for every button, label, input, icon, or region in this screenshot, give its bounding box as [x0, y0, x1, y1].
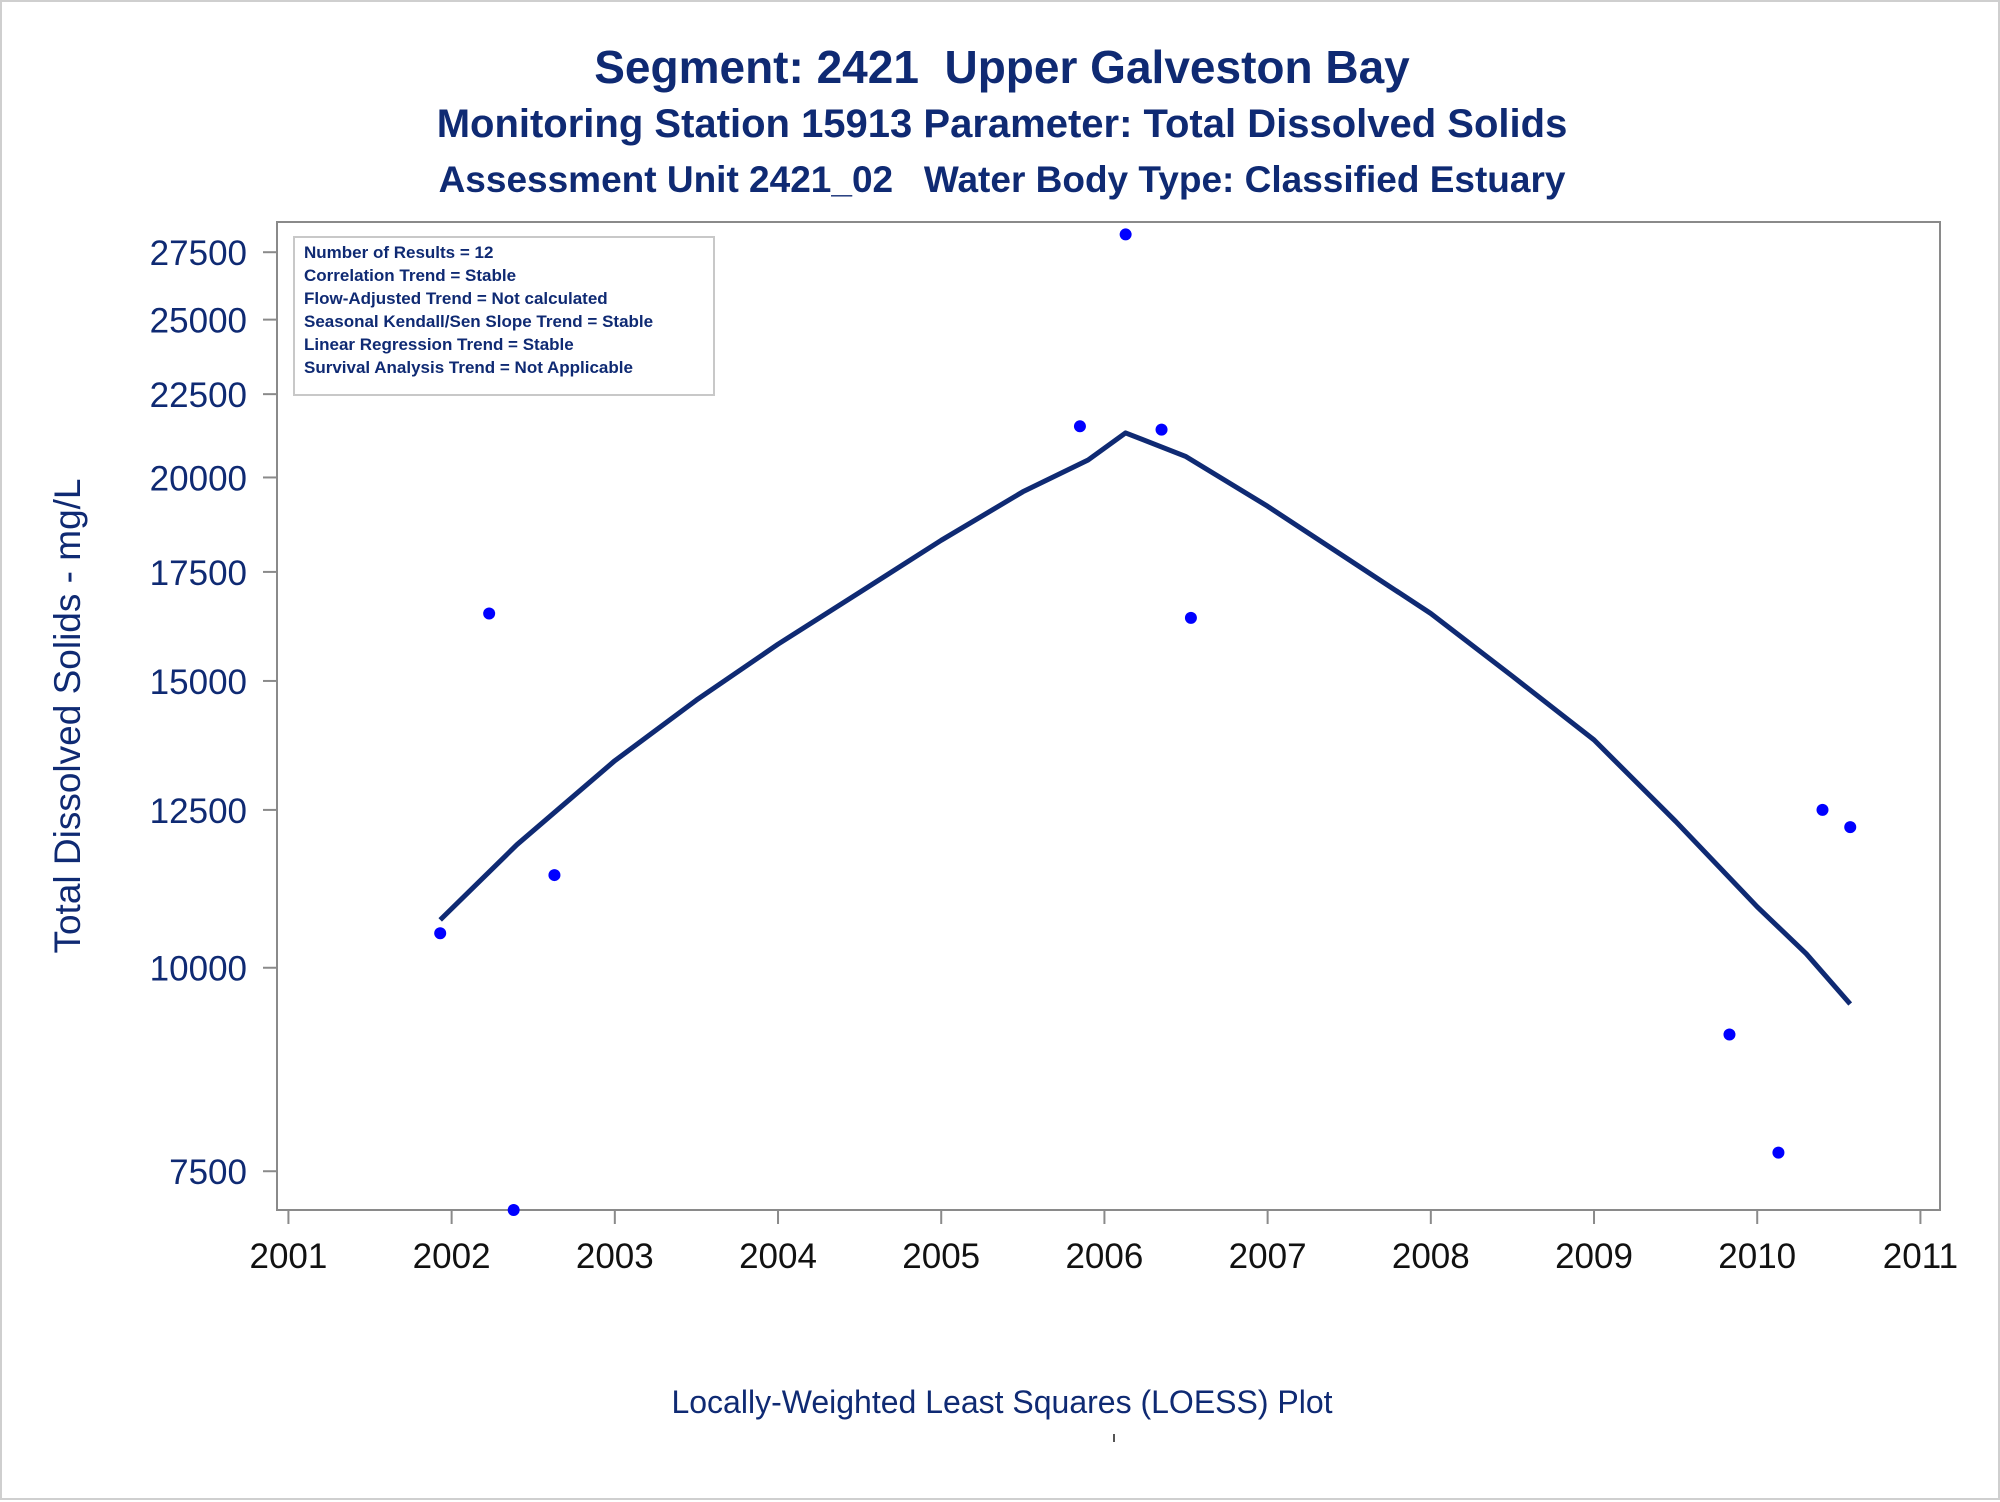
- caption-tick-mark: [1113, 1434, 1115, 1442]
- x-tick-label: 2001: [249, 1237, 327, 1276]
- x-tick-label: 2006: [1065, 1237, 1143, 1276]
- x-tick-label: 2010: [1718, 1237, 1796, 1276]
- data-point: [1119, 228, 1132, 241]
- data-point: [483, 607, 496, 620]
- plot-area: [276, 221, 1941, 1211]
- y-tick-label: 25000: [150, 302, 247, 341]
- loess-line: [438, 430, 1853, 1006]
- x-tick-label: 2009: [1555, 1237, 1633, 1276]
- y-tick-label: 15000: [150, 663, 247, 702]
- loess-series: [438, 430, 1853, 1006]
- data-point: [1772, 1146, 1785, 1159]
- data-point: [1816, 803, 1829, 816]
- y-tick-label: 20000: [150, 459, 247, 498]
- stats-legend-border: [293, 236, 715, 396]
- stats-legend-line: Linear Regression Trend = Stable: [304, 335, 574, 354]
- y-tick-label: 22500: [150, 376, 247, 415]
- x-axis: 2001 2002 2003 2004 2005 2006 2007 2008 2009 2010…: [249, 1210, 1958, 1276]
- stats-legend-line: Number of Results = 12: [304, 243, 493, 262]
- x-tick-label: 2005: [902, 1237, 980, 1276]
- data-point: [1155, 423, 1168, 436]
- y-tick-label: 10000: [150, 950, 247, 989]
- y-axis: 7500 10000 12500 15000 17500 20000 22500 25000 2…: [150, 234, 277, 1192]
- y-tick-label: 12500: [150, 792, 247, 831]
- x-tick-label: 2002: [413, 1237, 491, 1276]
- observation-series: [434, 228, 1857, 1216]
- data-point: [434, 927, 447, 940]
- data-point: [1844, 821, 1857, 834]
- stats-legend-line: Survival Analysis Trend = Not Applicable: [304, 358, 633, 377]
- x-tick-label: 2007: [1229, 1237, 1307, 1276]
- stats-legend-line: Flow-Adjusted Trend = Not calculated: [304, 289, 608, 308]
- y-tick-label: 17500: [150, 554, 247, 593]
- y-tick-label: 27500: [150, 234, 247, 273]
- x-tick-label: 2011: [1883, 1237, 1958, 1276]
- x-tick-label: 2003: [576, 1237, 654, 1276]
- chart-subtitle-station: Monitoring Station 15913 Parameter: Tota…: [436, 102, 1568, 146]
- chart-title: Segment: 2421 Upper Galveston Bay: [594, 41, 1410, 93]
- y-tick-label: 7500: [169, 1153, 247, 1192]
- x-tick-label: 2004: [739, 1237, 817, 1276]
- y-axis-label: Total Dissolved Solids - mg/L: [47, 478, 88, 953]
- stats-legend-line: Correlation Trend = Stable: [304, 266, 516, 285]
- stats-legend-line: Seasonal Kendall/Sen Slope Trend = Stabl…: [304, 312, 653, 331]
- data-point: [1073, 420, 1086, 433]
- data-point: [548, 869, 561, 882]
- chart-subtitle-assessment: Assessment Unit 2421_02 Water Body Type:…: [438, 159, 1566, 200]
- x-tick-label: 2008: [1392, 1237, 1470, 1276]
- data-point: [1184, 611, 1197, 624]
- data-point: [507, 1204, 520, 1216]
- data-point: [1723, 1028, 1736, 1041]
- x-axis-caption: Locally-Weighted Least Squares (LOESS) P…: [671, 1384, 1333, 1420]
- stats-legend-box: Number of Results = 12 Correlation Trend …: [293, 236, 715, 396]
